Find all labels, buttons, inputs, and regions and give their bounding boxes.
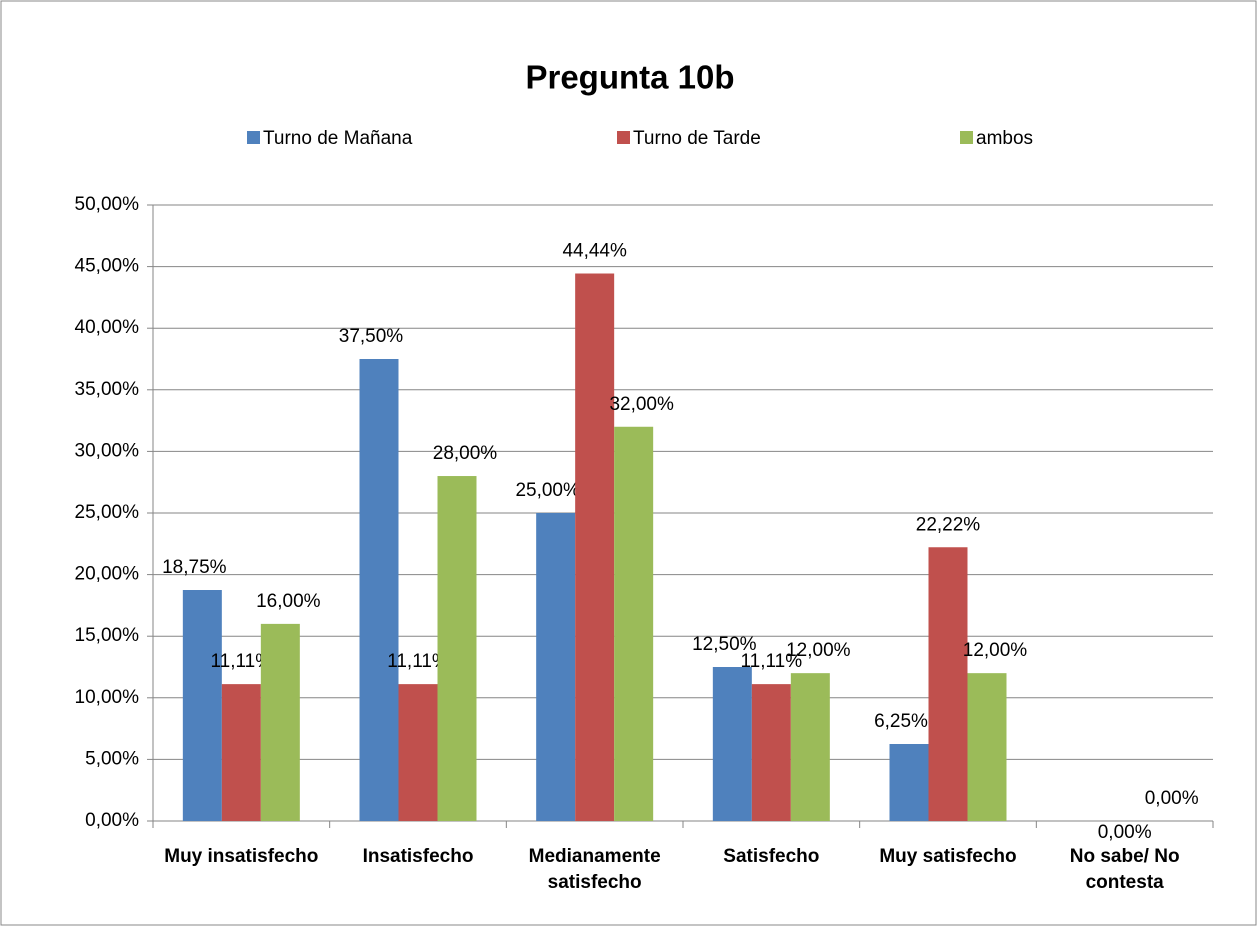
data-label: 11,11% (211, 651, 273, 672)
data-label: 0,00% (1145, 788, 1199, 809)
legend-swatch (960, 131, 973, 144)
bar (967, 673, 1007, 821)
chart-title: Pregunta 10b (525, 59, 734, 96)
y-tick-label: 20,00% (75, 564, 140, 585)
data-label: 12,00% (786, 640, 851, 661)
data-label: 25,00% (515, 480, 580, 501)
bar (790, 673, 830, 821)
bar (260, 623, 300, 821)
bar (889, 744, 929, 821)
data-label: 12,00% (963, 640, 1028, 661)
y-tick-label: 50,00% (75, 194, 140, 215)
legend-label: Turno de Mañana (263, 128, 413, 149)
bar (182, 590, 222, 821)
bar (398, 684, 438, 821)
x-tick-label: Insatisfecho (362, 846, 474, 867)
y-tick-label: 0,00% (85, 810, 139, 831)
data-label: 44,44% (562, 241, 627, 262)
y-tick-label: 30,00% (75, 440, 140, 461)
data-label: 11,11% (741, 651, 803, 672)
x-tick-label: Muy satisfecho (879, 846, 1017, 867)
y-tick-label: 45,00% (75, 256, 140, 277)
bar (575, 273, 615, 821)
data-label: 28,00% (433, 443, 498, 464)
y-tick-label: 5,00% (85, 748, 139, 769)
data-label: 32,00% (609, 394, 674, 415)
data-label: 11,11% (387, 651, 449, 672)
data-label: 18,75% (162, 557, 227, 578)
data-label: 0,00% (1098, 822, 1152, 843)
bar (751, 684, 791, 821)
bar (928, 547, 968, 821)
y-tick-label: 35,00% (75, 379, 140, 400)
x-tick-label: Muy insatisfecho (164, 846, 319, 867)
bar (536, 513, 576, 821)
legend-label: ambos (976, 128, 1033, 149)
data-label: 6,25% (874, 711, 928, 732)
x-tick-label: No sabe/ No contesta (1069, 846, 1180, 893)
bar (221, 684, 261, 821)
bar (437, 476, 477, 821)
data-label: 22,22% (916, 514, 981, 535)
x-tick-label: Satisfecho (723, 846, 820, 867)
data-label: 12,50% (692, 634, 757, 655)
legend-label: Turno de Tarde (633, 128, 761, 149)
y-tick-label: 40,00% (75, 317, 140, 338)
bar (614, 426, 654, 821)
x-tick-label: Medianamente satisfecho (528, 846, 661, 893)
data-label: 16,00% (256, 591, 321, 612)
bar (712, 667, 752, 821)
legend-swatch (247, 131, 260, 144)
bar (359, 359, 399, 821)
y-tick-label: 25,00% (75, 502, 140, 523)
legend-swatch (617, 131, 630, 144)
y-tick-label: 10,00% (75, 687, 140, 708)
y-tick-label: 15,00% (75, 625, 140, 646)
data-label: 37,50% (339, 326, 404, 347)
